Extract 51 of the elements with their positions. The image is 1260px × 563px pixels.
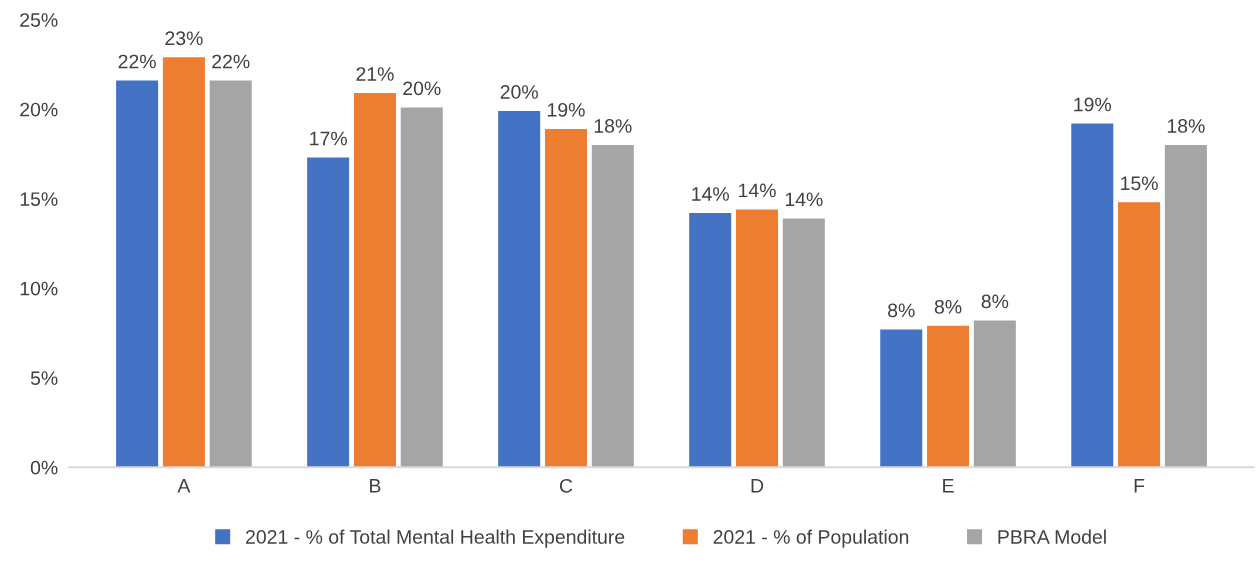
data-label: 8% xyxy=(934,299,962,314)
bar xyxy=(1118,202,1161,468)
bar xyxy=(591,145,634,468)
legend-label: PBRA Model xyxy=(998,529,1106,544)
data-label: 17% xyxy=(310,131,347,146)
legend-label: 2021 - % of Population xyxy=(713,529,909,548)
data-label: 18% xyxy=(594,119,632,133)
x-tick-label: B xyxy=(370,479,381,493)
bar xyxy=(307,157,350,468)
bar xyxy=(736,209,779,468)
x-tick-label: F xyxy=(1134,479,1145,493)
bar xyxy=(782,218,825,468)
x-tick-label: A xyxy=(177,479,191,493)
data-label: 18% xyxy=(1167,119,1205,133)
bar xyxy=(689,213,732,468)
data-label: 22% xyxy=(118,54,156,69)
bar xyxy=(1071,123,1114,468)
data-label: 22% xyxy=(212,54,250,69)
y-tick-label: 0% xyxy=(30,460,58,475)
x-tick-label: E xyxy=(943,479,954,493)
bar xyxy=(1164,145,1207,468)
data-label: 20% xyxy=(403,81,441,96)
data-label: 14% xyxy=(739,183,776,198)
y-tick-label: 5% xyxy=(30,371,58,386)
bar xyxy=(544,128,587,468)
y-tick-label: 15% xyxy=(20,192,58,206)
data-label: 8% xyxy=(981,294,1009,309)
x-tick-label: D xyxy=(751,479,764,493)
bar xyxy=(400,107,443,468)
x-tick-label: C xyxy=(559,478,573,493)
data-label: 20% xyxy=(500,85,538,99)
data-label: 21% xyxy=(356,67,394,81)
bar xyxy=(116,80,159,468)
legend-label: 2021 - % of Total Mental Health Expenditure xyxy=(246,529,625,548)
data-label: 19% xyxy=(1074,97,1112,112)
bar xyxy=(927,325,970,468)
bar xyxy=(498,111,541,468)
data-label: 15% xyxy=(1121,176,1158,191)
bar xyxy=(880,329,923,468)
data-label: 19% xyxy=(548,102,585,117)
data-label: 8% xyxy=(888,303,915,318)
bar xyxy=(162,57,205,468)
bar xyxy=(209,80,252,468)
data-label: 14% xyxy=(692,187,729,201)
data-label: 14% xyxy=(785,192,823,207)
bar xyxy=(973,320,1016,468)
data-label: 23% xyxy=(165,31,203,46)
y-tick-label: 20% xyxy=(20,102,58,117)
y-tick-label: 25% xyxy=(20,13,58,27)
bar xyxy=(353,93,396,468)
y-tick-label: 10% xyxy=(20,281,58,296)
